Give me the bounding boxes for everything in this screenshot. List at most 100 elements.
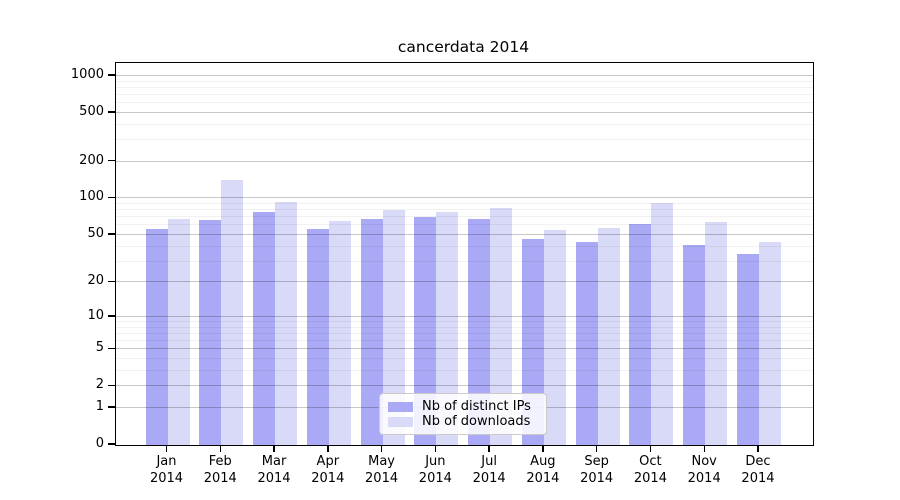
bar-distinct-ips (306, 229, 329, 445)
x-tick-mark (595, 445, 598, 452)
bar-downloads (382, 210, 405, 445)
bar-downloads (328, 221, 351, 445)
gridline-minor (116, 245, 813, 247)
gridline-minor (116, 224, 813, 226)
bar-downloads (543, 229, 566, 445)
gridline-minor (116, 209, 813, 211)
bar-downloads (597, 228, 620, 445)
legend-swatch-downloads-icon (388, 416, 413, 427)
y-tick-label: 200 (79, 152, 104, 168)
y-tick-label: 0 (95, 436, 104, 451)
x-tick-mark (542, 445, 544, 452)
y-tick-label: 500 (79, 103, 104, 119)
gridline-minor (116, 203, 813, 205)
gridline-minor (116, 216, 813, 218)
x-tick-mark (434, 445, 437, 452)
gridline-minor (116, 358, 813, 360)
y-tick-label: 20 (87, 273, 104, 289)
bar-distinct-ips (683, 245, 706, 445)
x-tick-mark (380, 445, 383, 452)
y-tick-mark (108, 160, 115, 162)
bar-downloads (758, 241, 781, 445)
bar-distinct-ips (360, 218, 383, 445)
legend-entry-downloads: Nb of downloads (388, 414, 538, 429)
gridline-minor (116, 123, 813, 125)
x-tick-mark (757, 445, 759, 452)
y-tick-label: 5 (95, 340, 104, 356)
bar-distinct-ips (629, 223, 652, 445)
legend-swatch-distinct-ips-icon (388, 401, 413, 412)
gridline-minor (116, 321, 813, 322)
x-tick-label: Jan 2014 (149, 454, 184, 486)
gridline-minor (116, 139, 813, 141)
y-tick-mark (108, 443, 115, 445)
bar-distinct-ips (575, 241, 598, 445)
gridline-minor (116, 102, 813, 104)
y-tick-label: 10 (87, 307, 104, 323)
x-tick-label: Jul 2014 (472, 454, 506, 486)
x-tick-mark (327, 445, 329, 452)
gridline-major (116, 74, 813, 76)
bar-distinct-ips (199, 219, 222, 445)
y-tick-label: 1000 (70, 66, 104, 82)
x-tick-label: May 2014 (365, 454, 399, 486)
gridline-major (116, 281, 813, 283)
bar-downloads (651, 203, 674, 445)
y-tick-mark (108, 111, 115, 113)
bar-downloads (705, 222, 728, 445)
y-tick-mark (108, 196, 115, 199)
x-tick-label: Nov 2014 (687, 454, 721, 486)
bar-downloads (221, 179, 244, 445)
x-tick-label: Apr 2014 (311, 454, 345, 486)
bar-distinct-ips (414, 217, 437, 445)
x-tick-label: Sep 2014 (580, 454, 614, 486)
gridline-minor (116, 332, 813, 334)
y-tick-label: 50 (87, 225, 104, 241)
y-tick-mark (108, 315, 115, 317)
y-tick-mark (108, 74, 115, 76)
x-tick-label: Oct 2014 (633, 454, 667, 486)
x-tick-mark (273, 445, 275, 452)
legend: Nb of distinct IPs Nb of downloads (379, 393, 547, 435)
x-tick-label: Aug 2014 (526, 454, 560, 486)
bar-distinct-ips (468, 218, 491, 445)
gridline-minor (116, 80, 813, 82)
x-tick-mark (165, 445, 168, 452)
gridline-minor (116, 369, 813, 371)
gridline-major (116, 197, 813, 199)
x-tick-label: Jun 2014 (418, 454, 452, 486)
bar-downloads (275, 201, 298, 445)
bar-distinct-ips (736, 253, 759, 445)
legend-entry-distinct-ips: Nb of distinct IPs (388, 399, 538, 414)
gridline-major (116, 315, 813, 317)
y-tick-mark (108, 384, 115, 386)
bar-downloads (490, 207, 513, 445)
plot-area (115, 62, 814, 446)
bar-downloads (167, 218, 190, 445)
gridline-major (116, 233, 813, 235)
y-tick-label: 2 (95, 377, 104, 393)
chart-title: cancerdata 2014 (397, 38, 530, 56)
y-tick-mark (108, 233, 115, 235)
x-tick-mark (219, 445, 221, 452)
bar-downloads (436, 212, 459, 445)
gridline-minor (116, 326, 813, 328)
legend-label-downloads: Nb of downloads (422, 414, 531, 429)
y-tick-label: 1 (95, 398, 104, 414)
x-tick-mark (488, 445, 490, 452)
gridline-major (116, 111, 813, 113)
bar-distinct-ips (253, 211, 276, 445)
y-tick-mark (108, 280, 115, 283)
gridline-major (116, 160, 813, 162)
y-tick-mark (108, 347, 115, 349)
gridline-minor (116, 260, 813, 262)
gridline-major (116, 385, 813, 387)
gridline-minor (116, 340, 813, 342)
x-tick-label: Dec 2014 (741, 454, 775, 486)
legend-label-distinct-ips: Nb of distinct IPs (422, 399, 531, 414)
gridline-major (116, 348, 813, 350)
gridline-minor (116, 93, 813, 95)
y-tick-mark (108, 406, 115, 408)
gridline-minor (116, 86, 813, 88)
